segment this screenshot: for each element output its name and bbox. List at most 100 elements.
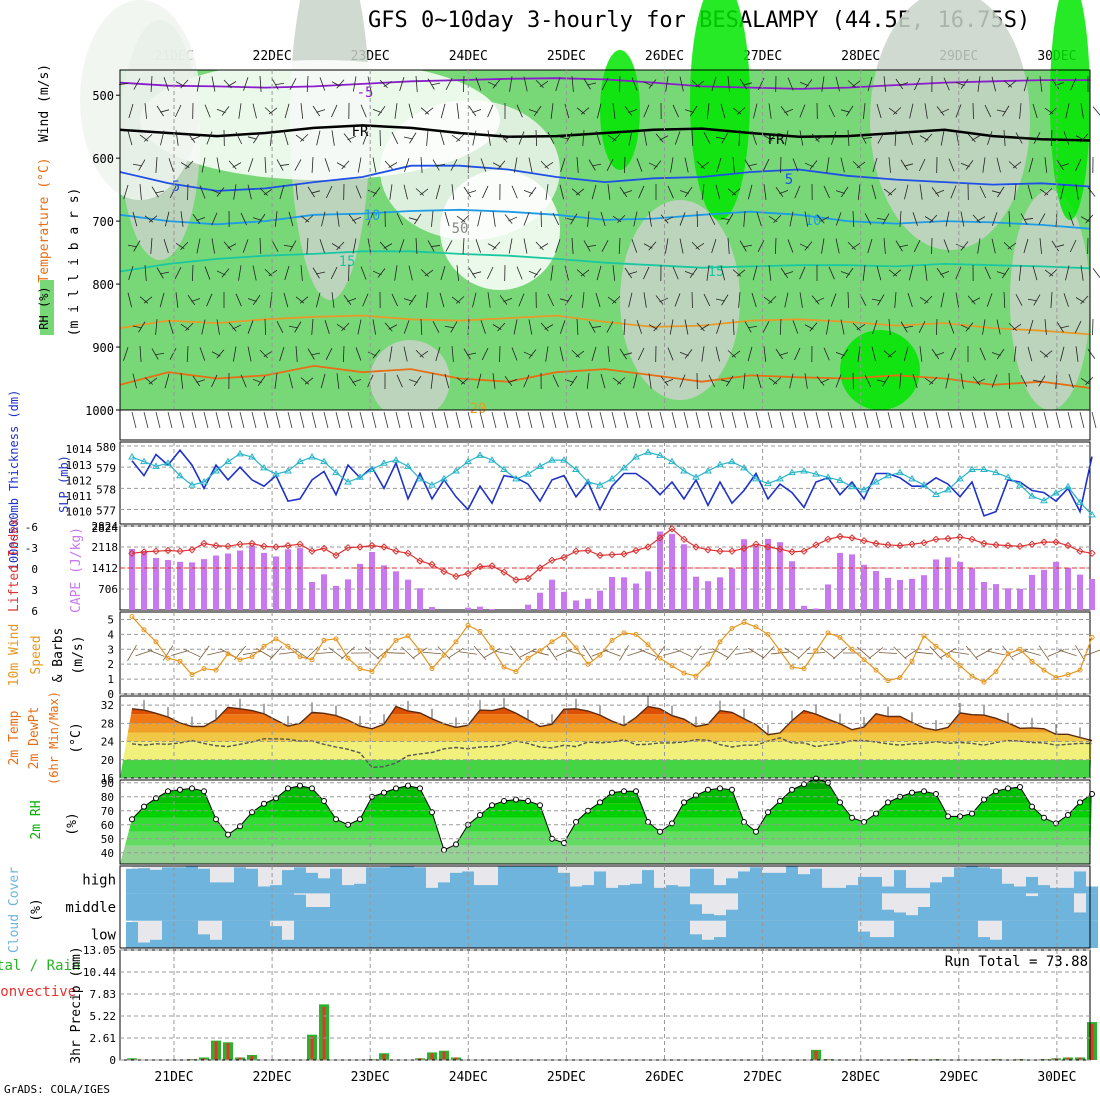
lifted-index-point: [1064, 541, 1072, 550]
wind-barb: [472, 292, 477, 308]
wind-barb-10m: [484, 648, 500, 658]
cloud-bar-middle: [666, 893, 678, 921]
cape-bar: [789, 561, 795, 610]
wind-barb: [763, 346, 767, 362]
cloud-bar-low: [282, 939, 294, 948]
wind-barb: [888, 319, 891, 335]
wind-barb: [743, 82, 753, 86]
cloud-bar-high: [678, 886, 690, 894]
lifted-index-point: [260, 542, 268, 551]
wind-barb: [268, 107, 278, 115]
cape-bar: [345, 579, 351, 610]
wind-barb: [575, 188, 585, 196]
wind-barb: [971, 297, 981, 303]
surface-wind-barb: [755, 411, 761, 429]
wind-barb: [846, 105, 854, 117]
lifted-index-point: [824, 535, 832, 544]
wind-barb: [606, 321, 614, 333]
lifted-index-point: [680, 535, 688, 544]
wind-barb-10m: [893, 646, 907, 660]
wind-barb: [852, 322, 861, 332]
wind-barb: [544, 162, 554, 168]
wind-barb: [232, 162, 242, 168]
lifted-index-point: [812, 541, 820, 549]
rh-tick-label: 80: [101, 791, 114, 804]
wind-speed-point: [777, 648, 783, 654]
wind-barb: [252, 265, 257, 281]
wind-barb: [775, 186, 784, 198]
precip-convective-bar: [238, 1057, 242, 1060]
wind-barb: [840, 109, 850, 113]
cape-bar: [609, 576, 615, 610]
wind-barb: [330, 266, 338, 280]
cloud-level-label: high: [82, 873, 116, 889]
wind-barb: [856, 324, 866, 330]
surface-wind-barb: [347, 411, 353, 429]
wind-barb: [1075, 346, 1079, 362]
wind-barb: [648, 373, 652, 389]
wind-speed-point: [393, 637, 399, 643]
cloud-bar-high: [330, 868, 342, 894]
wind-barb: [1049, 106, 1058, 116]
cloud-bar-low: [402, 920, 414, 948]
cloud-bar-low: [594, 920, 606, 948]
wind-barb: [576, 319, 579, 335]
wind-barb-10m: [305, 646, 319, 660]
wind-barb: [1051, 240, 1059, 252]
lifted-index-point: [1052, 538, 1060, 546]
slp-point: [896, 468, 904, 476]
wind-barb: [1080, 295, 1089, 305]
wind-barb: [867, 238, 873, 254]
wind-barb: [518, 293, 525, 307]
wind-barb: [304, 377, 314, 385]
wind-barb: [672, 266, 679, 280]
lifted-index-point: [272, 543, 280, 551]
wind-speed-point: [489, 645, 495, 651]
surface-wind-barb: [419, 411, 425, 429]
wind-barb-10m: [711, 648, 729, 658]
wind-barb: [835, 351, 845, 357]
wind-barb: [1012, 161, 1022, 169]
wind-speed-point: [453, 639, 459, 645]
wind-barb-10m: [127, 645, 137, 661]
temp-tick-label: 28: [101, 717, 114, 730]
wind-barb: [1028, 319, 1034, 335]
cloud-bar-low: [162, 920, 174, 948]
date-label-bottom: 29DEC: [939, 1070, 978, 1085]
date-label-bottom: 30DEC: [1037, 1070, 1076, 1085]
wind-barb: [513, 319, 518, 335]
wind-barb: [240, 374, 247, 388]
slp-point: [1016, 481, 1024, 488]
wind-barb: [894, 292, 897, 308]
precip-convective-bar: [454, 1057, 458, 1060]
wind-barb: [883, 350, 893, 358]
date-label-top: 27DEC: [743, 49, 782, 64]
cape-bar: [1089, 579, 1095, 610]
wind-speed-point: [225, 651, 231, 657]
cloud-bar-low: [690, 934, 702, 948]
temp-axis-label-4: (°C): [69, 722, 84, 753]
wind-speed-point: [549, 639, 555, 645]
cloud-bar-high: [714, 885, 726, 894]
cape-bar: [861, 564, 867, 610]
cloud-bar-middle: [318, 907, 330, 921]
surface-wind-barb: [263, 411, 269, 429]
wind-speed-point: [909, 658, 915, 664]
wind-barb: [362, 131, 369, 145]
wind-barb: [804, 79, 813, 89]
surface-wind-barb: [551, 411, 557, 429]
cloud-bar-low: [318, 920, 330, 948]
wind-barb: [618, 238, 621, 254]
wind-barb: [223, 79, 232, 89]
wind-barb: [701, 184, 705, 200]
wind-barb: [936, 267, 945, 279]
wind-speed-point: [321, 637, 327, 643]
cloud-bar-middle: [798, 893, 810, 921]
wind-barb: [456, 377, 466, 385]
cape-bar: [573, 600, 579, 610]
wind-barb: [372, 349, 381, 359]
wind-barb: [497, 160, 506, 170]
wind-barb: [528, 109, 538, 113]
cloud-bar-low: [966, 920, 978, 948]
